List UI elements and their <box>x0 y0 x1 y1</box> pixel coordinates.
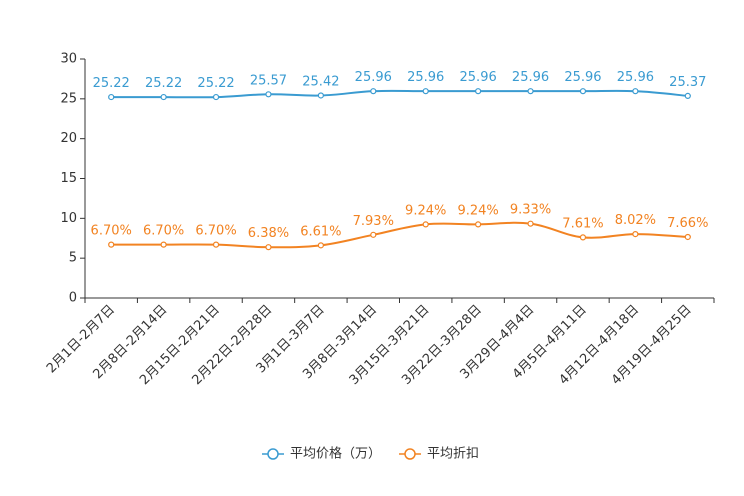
data-label: 25.96 <box>512 70 549 85</box>
data-label: 6.70% <box>195 224 236 239</box>
y-tick-label: 0 <box>69 291 77 306</box>
y-tick-label: 20 <box>60 131 77 146</box>
data-point[interactable] <box>370 88 377 95</box>
data-label: 6.70% <box>91 224 132 239</box>
data-label: 25.96 <box>355 70 392 85</box>
data-point[interactable] <box>212 241 220 248</box>
data-label: 25.22 <box>197 76 234 91</box>
data-point[interactable] <box>265 91 272 98</box>
legend-label: 平均价格（万） <box>290 446 381 462</box>
data-label: 7.93% <box>353 214 394 229</box>
y-axis: 0 5 10 15 20 25 30 <box>60 52 86 306</box>
data-point[interactable] <box>265 244 272 251</box>
data-label: 25.96 <box>564 70 601 85</box>
data-label: 6.61% <box>300 224 341 239</box>
data-label: 25.96 <box>617 70 654 85</box>
data-point[interactable] <box>579 88 587 95</box>
data-point[interactable] <box>527 220 534 227</box>
data-labels: 25.22 25.22 25.22 25.57 25.42 25.96 25.96 25.96… <box>91 70 709 241</box>
data-label: 6.38% <box>248 226 289 241</box>
data-label: 25.42 <box>302 74 339 89</box>
series-lines <box>108 88 691 251</box>
data-label: 8.02% <box>615 213 656 228</box>
legend-item-1[interactable]: 平均价格（万） <box>262 446 381 462</box>
data-label: 7.61% <box>562 216 603 231</box>
data-label: 25.37 <box>669 75 706 90</box>
x-axis: 2月1日-2月7日2月8日-2月14日2月15日-2月21日2月22日-2月28… <box>44 297 715 388</box>
data-point[interactable] <box>422 88 429 95</box>
data-point[interactable] <box>632 88 639 95</box>
data-point[interactable] <box>370 231 377 238</box>
legend[interactable]: 平均价格（万） 平均折扣 <box>262 446 479 462</box>
data-point[interactable] <box>684 233 691 241</box>
data-point[interactable] <box>475 221 482 228</box>
series-line-1 <box>111 89 688 99</box>
legend-marker <box>404 448 416 460</box>
data-point[interactable] <box>108 93 115 101</box>
data-point[interactable] <box>160 241 167 248</box>
data-point[interactable] <box>527 88 534 95</box>
data-point[interactable] <box>212 93 220 101</box>
y-tick-label: 30 <box>60 52 77 67</box>
data-point[interactable] <box>422 221 429 228</box>
legend-marker <box>267 448 279 460</box>
y-tick-label: 25 <box>60 91 77 106</box>
data-point[interactable] <box>317 92 324 99</box>
data-label: 9.24% <box>405 203 446 218</box>
data-point[interactable] <box>317 242 324 249</box>
data-label: 25.96 <box>460 70 497 85</box>
data-label: 25.22 <box>93 76 130 91</box>
data-label: 6.70% <box>143 224 184 239</box>
data-label: 25.96 <box>407 70 444 85</box>
data-label: 25.22 <box>145 76 182 91</box>
data-point[interactable] <box>684 92 691 99</box>
legend-item-2[interactable]: 平均折扣 <box>399 447 479 462</box>
data-point[interactable] <box>632 231 639 238</box>
data-point[interactable] <box>475 88 482 95</box>
data-label: 9.33% <box>510 203 551 218</box>
data-label: 9.24% <box>457 203 498 218</box>
legend-label: 平均折扣 <box>427 447 479 462</box>
data-label: 25.57 <box>250 73 287 88</box>
y-tick-label: 10 <box>60 211 77 226</box>
y-tick-label: 5 <box>69 251 77 266</box>
y-tick-label: 15 <box>60 171 77 186</box>
series-line-2 <box>111 221 688 249</box>
data-point[interactable] <box>160 93 167 101</box>
data-point[interactable] <box>579 234 587 241</box>
data-label: 7.66% <box>667 216 708 231</box>
data-point[interactable] <box>108 241 115 248</box>
